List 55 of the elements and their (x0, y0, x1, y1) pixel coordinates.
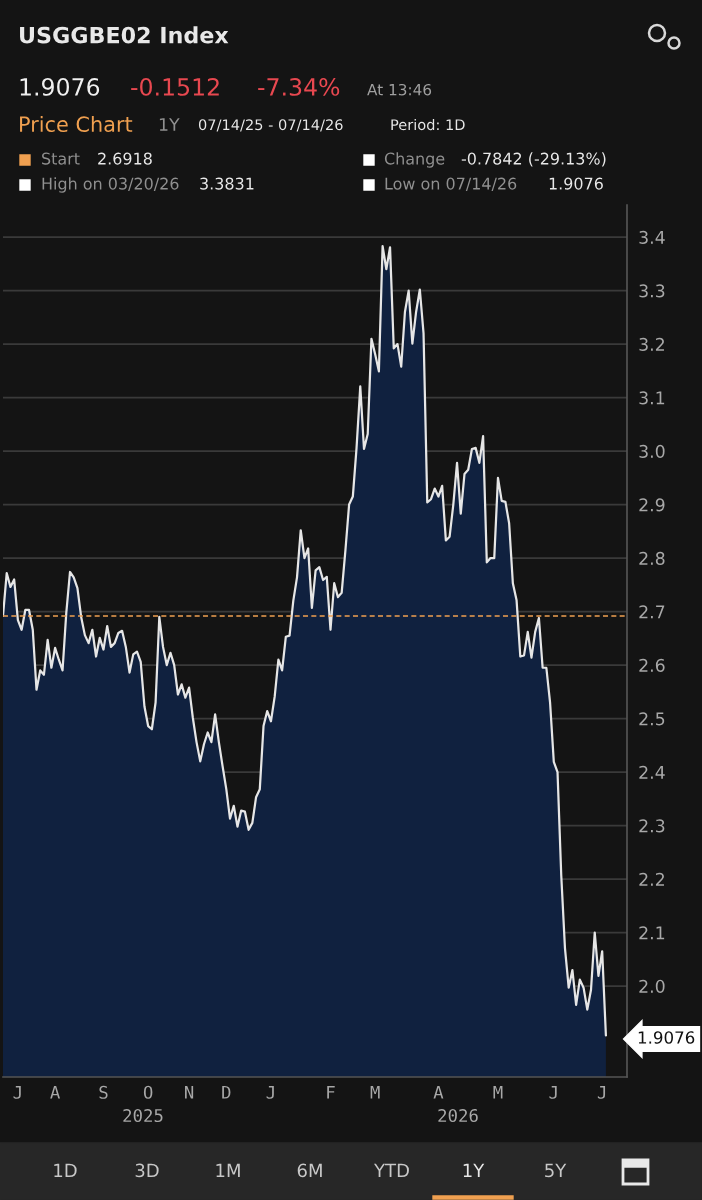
text: 2025 (123, 1108, 163, 1123)
text: 3D (135, 1163, 159, 1178)
text: High on 03/20/26 (42, 177, 179, 193)
x-tick-label: F (327, 1085, 335, 1099)
text: At 13:46 (367, 83, 432, 96)
x-tick-label: J (549, 1085, 557, 1099)
x-tick-label: D (222, 1085, 231, 1099)
x-tick-label: N (185, 1085, 194, 1099)
y-tick-label: 3.4 (639, 230, 665, 244)
y-tick-label: 3.3 (639, 284, 665, 298)
text: 2.6918 (98, 152, 152, 165)
text: 1.9076 (638, 1031, 695, 1044)
x-tick-label: A (433, 1085, 444, 1099)
text: YTD (373, 1163, 409, 1177)
y-tick-label: 2.0 (639, 979, 665, 993)
text: Price Chart (20, 115, 133, 133)
x-tick-label: M (493, 1085, 503, 1099)
y-tick-label: 3.2 (639, 337, 664, 351)
y-tick-label: 2.2 (639, 872, 664, 886)
text: Start (42, 152, 80, 165)
y-tick-label: 2.1 (639, 926, 665, 940)
text: Change (384, 152, 445, 168)
text: 1.9076 (549, 177, 603, 190)
y-tick-label: 3.1 (639, 391, 665, 405)
y-tick-label: 2.6 (639, 658, 665, 672)
text: 07/14/25 - 07/14/26 (198, 119, 343, 132)
text: 3.3831 (200, 177, 254, 190)
text: Period: 1D (391, 118, 465, 131)
text: 1D (54, 1163, 77, 1177)
text: 2026 (438, 1108, 478, 1123)
text: Low on 07/14/26 (385, 177, 517, 191)
text: 5Y (545, 1163, 567, 1178)
y-tick-label: 2.8 (639, 551, 665, 565)
y-tick-label: 3.0 (639, 444, 665, 458)
x-tick-label: O (143, 1085, 153, 1099)
text: 1M (216, 1163, 240, 1177)
text: -0.7842 (-29.13%) (461, 152, 606, 167)
text: 1.9076 (20, 77, 100, 96)
x-tick-label: J (13, 1085, 21, 1099)
x-tick-label: M (370, 1085, 380, 1099)
x-tick-label: S (99, 1085, 108, 1099)
x-tick-label: A (50, 1085, 61, 1099)
text: 6M (297, 1163, 322, 1178)
y-tick-label: 2.3 (639, 819, 665, 833)
text: -7.34% (258, 77, 340, 96)
y-tick-label: 2.4 (639, 765, 665, 779)
text: -0.1512 (131, 77, 219, 96)
y-tick-label: 2.7 (639, 605, 665, 619)
chart-title: USGGBE02 Index (20, 26, 229, 44)
x-tick-label: J (597, 1085, 606, 1099)
text: 1Y (463, 1163, 485, 1177)
y-tick-label: 2.9 (639, 498, 665, 512)
text: 1Y (159, 118, 180, 131)
x-tick-label: J (266, 1085, 274, 1099)
y-tick-label: 2.5 (639, 712, 665, 726)
